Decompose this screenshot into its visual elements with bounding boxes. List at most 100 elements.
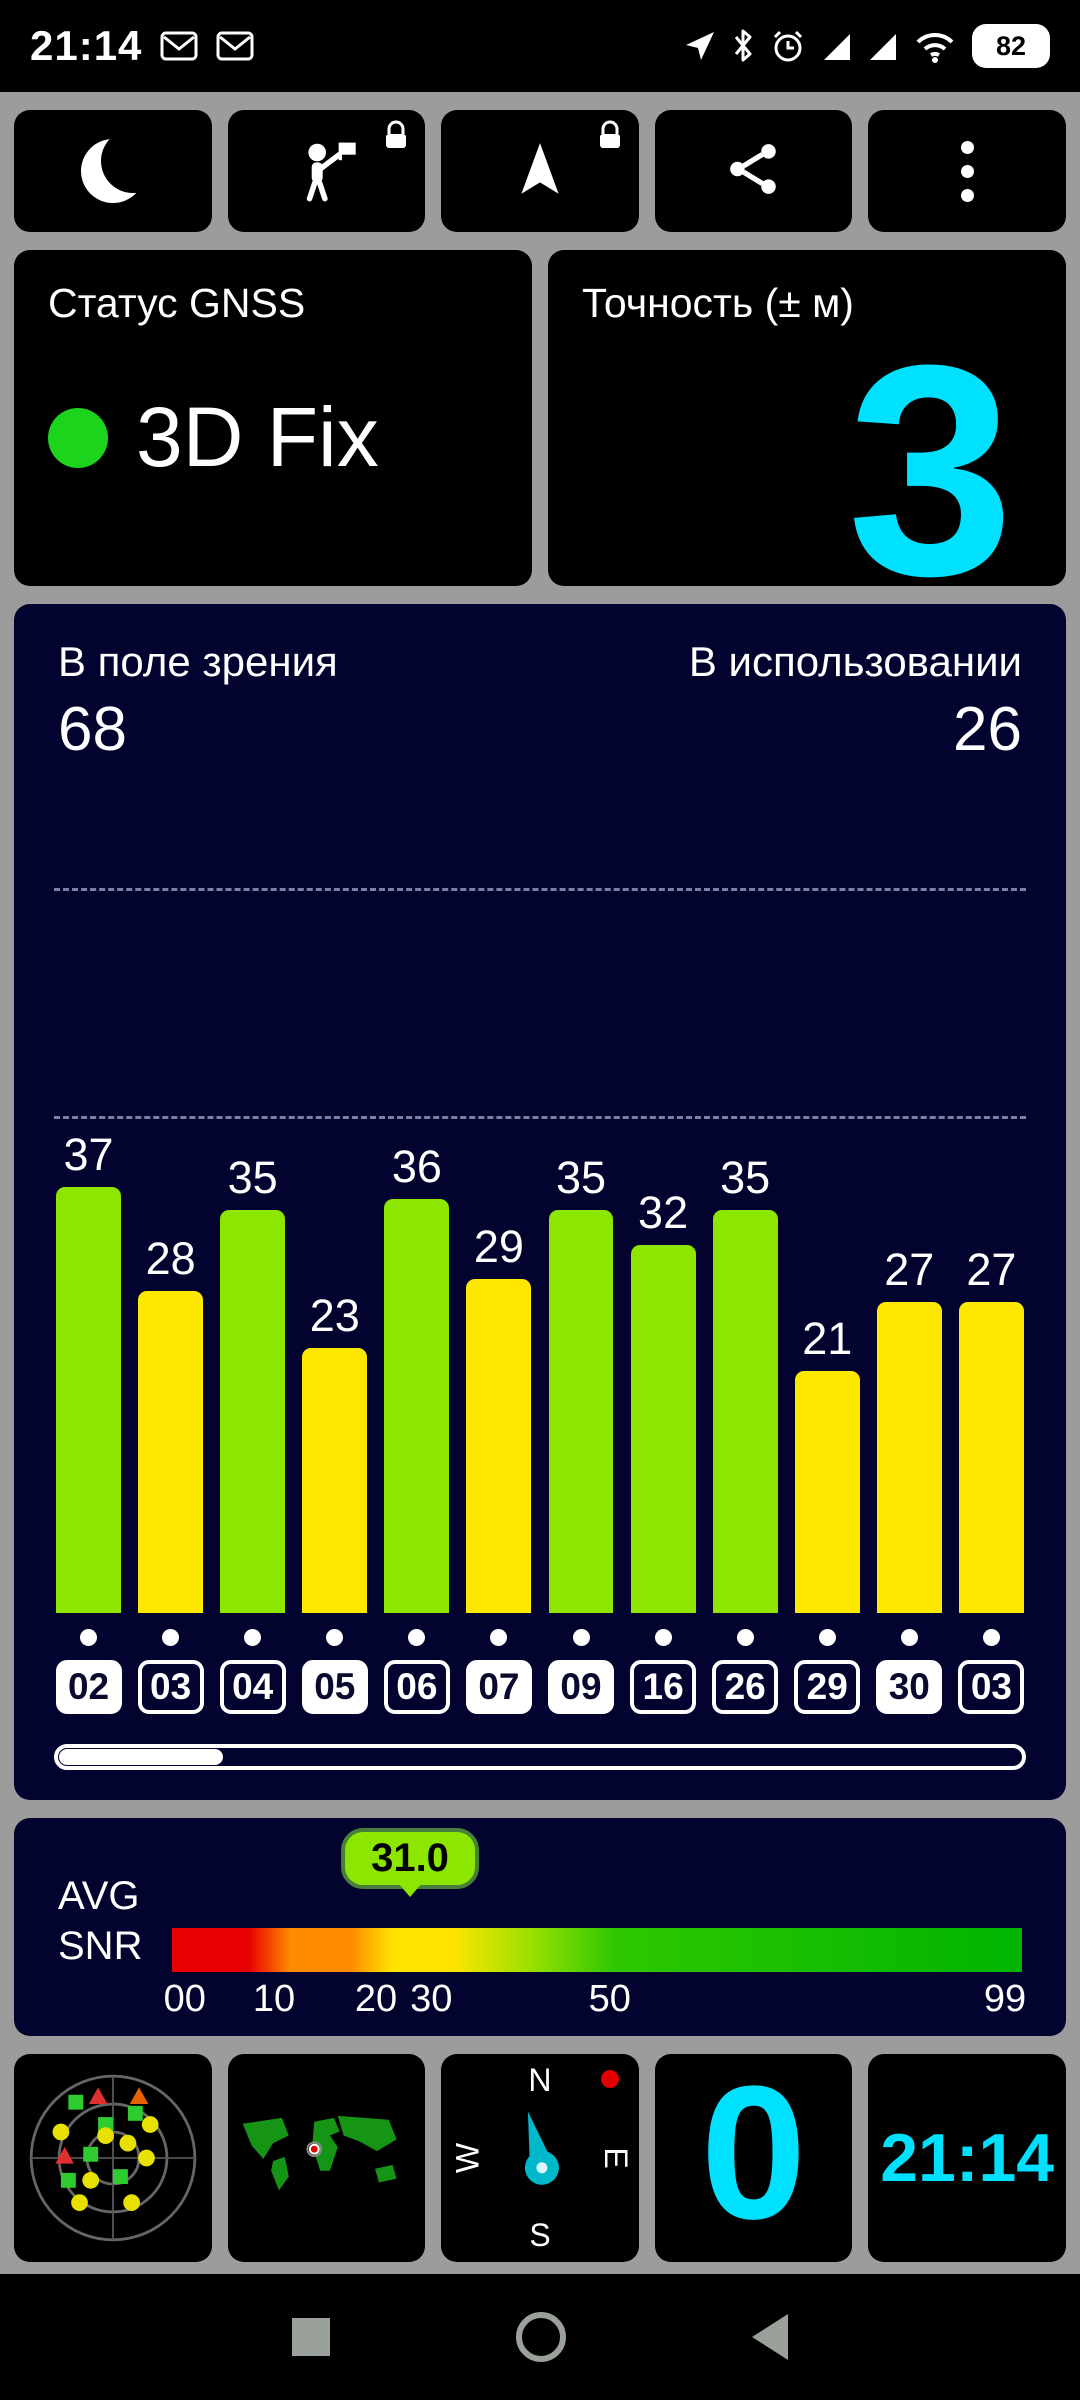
snr-scale-tick: 00 <box>163 1978 206 2020</box>
status-time: 21:14 <box>30 22 143 69</box>
compass-s-label: S <box>529 2217 551 2253</box>
snr-value-label: 32 <box>638 1187 689 1238</box>
skyplot-tile[interactable] <box>14 2054 212 2262</box>
snr-bar <box>876 1302 942 1613</box>
snr-bar-stack: 35 <box>711 1123 780 1613</box>
snr-bar <box>138 1291 204 1613</box>
speed-tile[interactable]: 0 <box>654 2054 853 2262</box>
overflow-menu-button[interactable] <box>868 110 1066 232</box>
in-view-block: В поле зрения 68 <box>58 638 338 765</box>
satellite-flag-dot <box>244 1629 262 1646</box>
skyplot-icon <box>29 2074 197 2242</box>
satellite-scrollbar[interactable] <box>54 1744 1026 1770</box>
compass-tile[interactable]: N S W E <box>441 2054 639 2262</box>
snr-bar-stack: 21 <box>793 1123 862 1613</box>
boast-button[interactable] <box>227 110 426 232</box>
snr-bar-stack: 27 <box>875 1123 944 1613</box>
satellite-columns: 37 02 28 03 35 04 23 05 36 06 29 07 35 09 32 16 35 26 21 29… <box>54 1123 1026 1714</box>
satellite-id-chip[interactable]: 06 <box>383 1660 450 1714</box>
satellite-scrollbar-fill[interactable] <box>59 1749 223 1765</box>
battery-icon: 82 <box>972 24 1050 68</box>
snr-value-label: 28 <box>145 1233 196 1284</box>
satellite-id-chip[interactable]: 30 <box>876 1660 943 1714</box>
in-view-label: В поле зрения <box>58 638 338 685</box>
snr-value-label: 27 <box>884 1244 935 1295</box>
satellite-column: 27 03 <box>957 1123 1026 1714</box>
back-button[interactable] <box>752 2314 788 2360</box>
clock-tile[interactable]: 21:14 <box>868 2054 1066 2262</box>
satellite-id-chip[interactable]: 05 <box>301 1660 368 1714</box>
snr-bar <box>958 1302 1024 1613</box>
world-map-tile[interactable] <box>227 2054 426 2262</box>
snr-label: SNR <box>58 1924 143 1968</box>
accuracy-title: Точность (± м) <box>582 280 854 326</box>
satellite-id-chip[interactable]: 16 <box>630 1660 697 1714</box>
snr-bar-stack: 35 <box>218 1123 287 1613</box>
in-use-label: В использовании <box>688 638 1022 685</box>
snr-value-label: 36 <box>391 1141 442 1192</box>
snr-bar-stack: 36 <box>382 1123 451 1613</box>
accuracy-card[interactable]: Точность (± м) 3 <box>548 250 1066 620</box>
home-button[interactable] <box>516 2312 566 2362</box>
world-map-icon <box>243 2115 397 2191</box>
recents-button[interactable] <box>292 2318 330 2356</box>
compass-w-label: W <box>449 2142 486 2174</box>
satellite-flag-dot <box>326 1629 344 1646</box>
satellite-flag-dot <box>982 1629 1000 1646</box>
satellite-column: 35 04 <box>218 1123 287 1714</box>
snr-scale-tick: 20 <box>354 1978 398 2020</box>
snr-bar <box>302 1348 368 1613</box>
chart-gridline <box>54 888 1026 891</box>
snr-bar <box>56 1187 121 1613</box>
alarm-icon <box>770 28 806 64</box>
satellite-id-chip[interactable]: 03 <box>958 1660 1025 1714</box>
snr-value-label: 35 <box>555 1152 607 1203</box>
snr-bar <box>466 1279 532 1613</box>
signal-icon <box>868 30 898 62</box>
share-button[interactable] <box>654 110 853 232</box>
satellite-id-chip[interactable]: 26 <box>712 1660 779 1714</box>
toolbar <box>14 110 1066 232</box>
satellite-id-chip[interactable]: 09 <box>548 1660 614 1714</box>
bluetooth-icon <box>732 28 754 64</box>
snr-bar-stack: 35 <box>546 1123 615 1613</box>
satellite-id-chip[interactable]: 04 <box>219 1660 286 1714</box>
location-arrow-icon <box>684 30 716 62</box>
satellites-card: В поле зрения 68 В использовании 26 37 02… <box>14 604 1066 1800</box>
satellite-id-chip[interactable]: 07 <box>465 1660 532 1714</box>
avg-label: AVG <box>58 1874 140 1918</box>
snr-bar-stack: 29 <box>464 1123 533 1613</box>
gnss-status-card[interactable]: Статус GNSS 3D Fix <box>14 250 532 586</box>
satellite-column: 37 02 <box>54 1123 123 1714</box>
satellite-flag-dot <box>572 1629 590 1646</box>
satellite-column: 21 29 <box>793 1123 862 1714</box>
wifi-icon <box>914 29 956 63</box>
person-flag-icon <box>293 136 359 207</box>
satellite-id-chip[interactable]: 29 <box>794 1660 861 1714</box>
snr-bar <box>712 1210 778 1613</box>
navigation-button[interactable] <box>441 110 639 232</box>
snr-bar-stack: 28 <box>136 1123 205 1613</box>
snr-bar-stack: 23 <box>300 1123 369 1613</box>
satellite-flag-dot <box>736 1629 754 1646</box>
snr-bar <box>548 1210 614 1613</box>
snr-scale-tick: 99 <box>983 1978 1027 2020</box>
snr-value-label: 23 <box>309 1290 360 1341</box>
satellite-flag-dot <box>490 1629 508 1646</box>
snr-bar-stack: 27 <box>957 1123 1026 1613</box>
moon-icon <box>80 129 165 203</box>
share-icon <box>725 140 783 203</box>
overflow-menu-icon <box>960 140 974 202</box>
satellite-id-chip[interactable]: 03 <box>137 1660 204 1714</box>
bottom-tiles-row: N S W E 0 21:14 <box>14 2054 1066 2262</box>
snr-bar <box>630 1245 696 1613</box>
satellite-column: 23 05 <box>300 1123 369 1714</box>
satellite-id-chip[interactable]: 02 <box>55 1660 122 1714</box>
night-mode-button[interactable] <box>14 110 212 232</box>
satellite-column: 35 09 <box>546 1123 615 1714</box>
snr-value-label: 35 <box>720 1152 771 1203</box>
snr-scale-tick: 10 <box>252 1978 296 2020</box>
satellite-flag-dot <box>900 1629 918 1646</box>
snr-value-label: 21 <box>802 1313 853 1364</box>
status-bar: 21:14 82 <box>0 0 1080 92</box>
